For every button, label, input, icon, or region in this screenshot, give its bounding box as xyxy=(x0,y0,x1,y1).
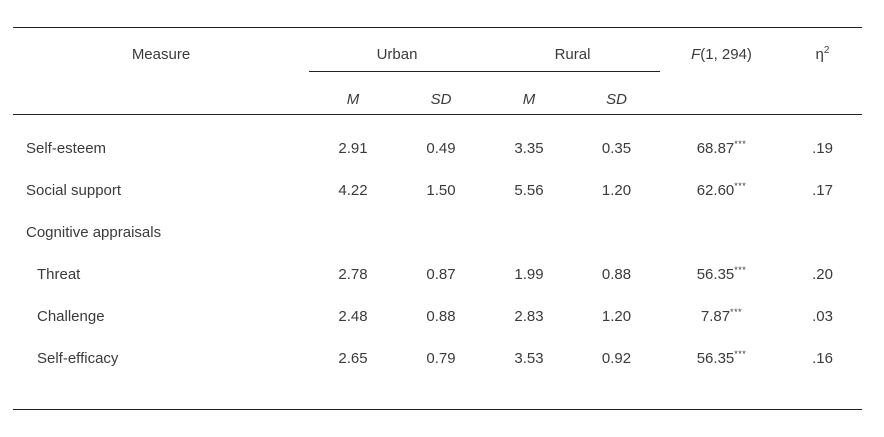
urban-sd-cell: 1.50 xyxy=(426,181,456,199)
column-header-f-statistic: F(1, 294) xyxy=(660,46,783,63)
significance-asterisks: *** xyxy=(730,307,743,317)
table-row: Self-esteem 2.91 0.49 3.35 0.35 68.87***… xyxy=(13,127,862,169)
rural-mean-cell: 2.83 xyxy=(514,307,544,325)
f-value-cell: 56.35*** xyxy=(696,349,747,367)
rural-mean-cell: 5.56 xyxy=(514,181,544,199)
table-row: Social support 4.22 1.50 5.56 1.20 62.60… xyxy=(13,169,862,211)
rural-mean-cell: 1.99 xyxy=(514,265,544,283)
f-value-cell: 56.35*** xyxy=(696,265,747,283)
table-row: Challenge 2.48 0.88 2.83 1.20 7.87*** .0… xyxy=(13,295,862,337)
rural-mean-cell: 3.53 xyxy=(514,349,544,367)
significance-asterisks: *** xyxy=(734,139,747,149)
table-header-row-stats: M SD M SD xyxy=(13,72,862,114)
eta-squared-cell: .17 xyxy=(812,181,833,199)
urban-mean-cell: 2.48 xyxy=(338,307,368,325)
eta-exponent: 2 xyxy=(823,45,830,56)
significance-asterisks: *** xyxy=(734,181,747,191)
rural-mean-cell: 3.35 xyxy=(514,139,544,157)
rural-sd-cell: 1.20 xyxy=(601,181,632,199)
urban-sd-header: SD xyxy=(430,91,452,108)
row-label: Threat xyxy=(37,265,81,283)
f-value-cell: 68.87*** xyxy=(696,139,747,157)
eta-squared-cell: .20 xyxy=(812,265,833,283)
significance-asterisks: *** xyxy=(734,349,747,359)
significance-asterisks: *** xyxy=(734,265,747,275)
anova-results-table: Measure Urban Rural F(1, 294) η2 M SD M … xyxy=(13,27,862,410)
column-header-eta-squared: η2 xyxy=(783,45,862,63)
column-header-measure: Measure xyxy=(131,45,191,63)
urban-sd-cell: 0.79 xyxy=(426,349,456,367)
f-value-cell: 62.60*** xyxy=(696,181,747,199)
urban-mean-header: M xyxy=(346,91,360,108)
f-value-cell: 7.87*** xyxy=(700,307,743,325)
rural-sd-header: SD xyxy=(606,91,627,108)
urban-mean-cell: 4.22 xyxy=(338,181,368,199)
urban-sd-cell: 0.49 xyxy=(426,139,456,157)
table-header-row-groups: Measure Urban Rural F(1, 294) η2 xyxy=(13,28,862,71)
rural-mean-header: M xyxy=(522,91,536,108)
table-row: Threat 2.78 0.87 1.99 0.88 56.35*** .20 xyxy=(13,253,862,295)
row-label: Cognitive appraisals xyxy=(26,223,162,241)
f-symbol: F xyxy=(691,45,701,63)
rural-sd-cell: 0.35 xyxy=(601,139,632,157)
row-label: Self-efficacy xyxy=(37,349,119,367)
rural-sd-cell: 0.88 xyxy=(601,265,632,283)
row-label: Social support xyxy=(26,181,122,199)
urban-mean-cell: 2.91 xyxy=(338,139,368,157)
table-row: Self-efficacy 2.65 0.79 3.53 0.92 56.35*… xyxy=(13,337,862,379)
row-label: Self-esteem xyxy=(26,139,107,157)
column-group-rural: Rural xyxy=(554,45,591,63)
table-body: Self-esteem 2.91 0.49 3.35 0.35 68.87***… xyxy=(13,114,862,410)
rural-sd-cell: 0.92 xyxy=(601,349,632,367)
urban-rural-spanner-rule xyxy=(309,71,660,72)
urban-sd-cell: 0.88 xyxy=(426,307,456,325)
eta-squared-cell: .16 xyxy=(812,349,833,367)
urban-mean-cell: 2.65 xyxy=(338,349,368,367)
table-row: Cognitive appraisals xyxy=(13,211,862,253)
rural-sd-cell: 1.20 xyxy=(601,307,632,325)
column-group-urban: Urban xyxy=(376,45,418,63)
eta-squared-cell: .03 xyxy=(812,307,833,325)
row-label: Challenge xyxy=(37,307,105,325)
urban-sd-cell: 0.87 xyxy=(426,265,456,283)
eta-squared-cell: .19 xyxy=(812,139,833,157)
eta-symbol: η xyxy=(815,46,824,63)
f-degrees-of-freedom: (1, 294) xyxy=(700,45,752,63)
urban-mean-cell: 2.78 xyxy=(338,265,368,283)
